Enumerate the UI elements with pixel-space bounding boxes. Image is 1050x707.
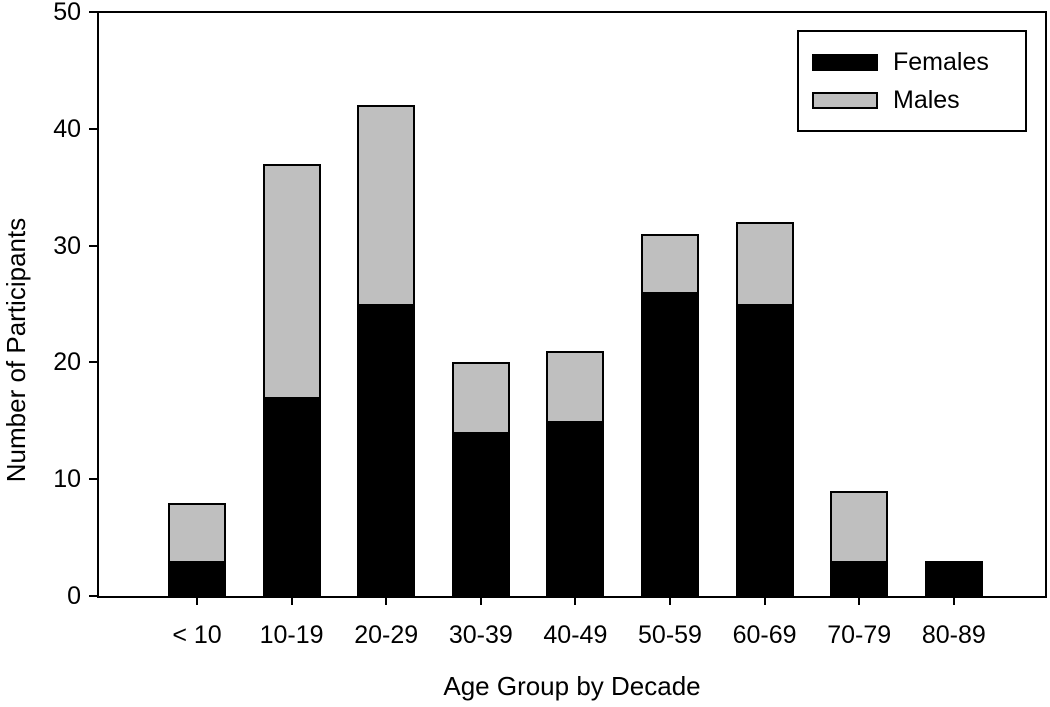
- y-tick: [89, 595, 97, 597]
- bar-segment-females-60-69: [735, 304, 794, 596]
- legend: Females Males: [797, 30, 1027, 132]
- legend-item-males: Males: [812, 87, 1025, 113]
- legend-label-females: Females: [893, 48, 989, 76]
- bar-segment-males-20-29: [357, 105, 416, 306]
- x-axis-title: Age Group by Decade: [443, 671, 701, 701]
- y-tick-label: 20: [53, 348, 81, 377]
- bar-segment-females-< 10: [168, 560, 226, 596]
- x-tick-label: 40-49: [543, 621, 608, 649]
- bar-segment-females-30-39: [451, 432, 510, 596]
- bar-segment-females-20-29: [357, 304, 416, 596]
- bar-segment-females-50-59: [641, 292, 699, 596]
- x-tick: [858, 598, 861, 605]
- x-tick: [196, 598, 198, 605]
- x-tick-label: 10-19: [259, 621, 324, 649]
- x-tick: [763, 598, 766, 605]
- legend-item-females: Females: [812, 49, 1025, 75]
- bar-segment-males-30-39: [451, 362, 510, 435]
- y-tick: [89, 127, 97, 130]
- x-tick-label: 80-89: [921, 621, 986, 649]
- bar-segment-males-70-79: [830, 490, 889, 563]
- bar-segment-males-60-69: [735, 222, 794, 306]
- x-tick-label: 60-69: [732, 621, 797, 649]
- y-tick: [89, 244, 97, 247]
- bar-segment-males-50-59: [641, 233, 699, 295]
- y-tick-label: 30: [53, 231, 81, 260]
- y-tick: [89, 11, 97, 13]
- bar-segment-males-40-49: [546, 350, 605, 423]
- x-tick: [290, 598, 293, 605]
- y-tick-label: 40: [53, 114, 81, 143]
- y-tick-label: 50: [53, 0, 81, 26]
- x-tick: [669, 598, 671, 605]
- legend-swatch-males: [812, 91, 878, 109]
- x-tick-label: 30-39: [448, 621, 513, 649]
- x-tick-label: 20-29: [354, 621, 419, 649]
- x-tick-label: < 10: [172, 621, 222, 649]
- y-tick-label: 0: [67, 582, 81, 610]
- legend-swatch-females: [812, 53, 878, 71]
- bar-segment-females-40-49: [546, 420, 605, 596]
- bar-segment-females-80-89: [924, 560, 983, 596]
- bar-segment-females-10-19: [262, 397, 321, 596]
- x-tick: [479, 598, 482, 605]
- x-tick-label: 50-59: [638, 621, 702, 649]
- bar-segment-males-< 10: [168, 502, 226, 563]
- bar-segment-females-70-79: [830, 560, 889, 596]
- x-tick: [574, 598, 577, 605]
- x-tick: [385, 598, 388, 605]
- x-tick-label: 70-79: [827, 621, 892, 649]
- legend-label-males: Males: [893, 86, 960, 114]
- bar-segment-males-10-19: [262, 163, 321, 400]
- y-tick: [89, 361, 97, 364]
- y-tick: [89, 478, 97, 481]
- y-tick-label: 10: [53, 465, 81, 494]
- x-tick: [952, 598, 955, 605]
